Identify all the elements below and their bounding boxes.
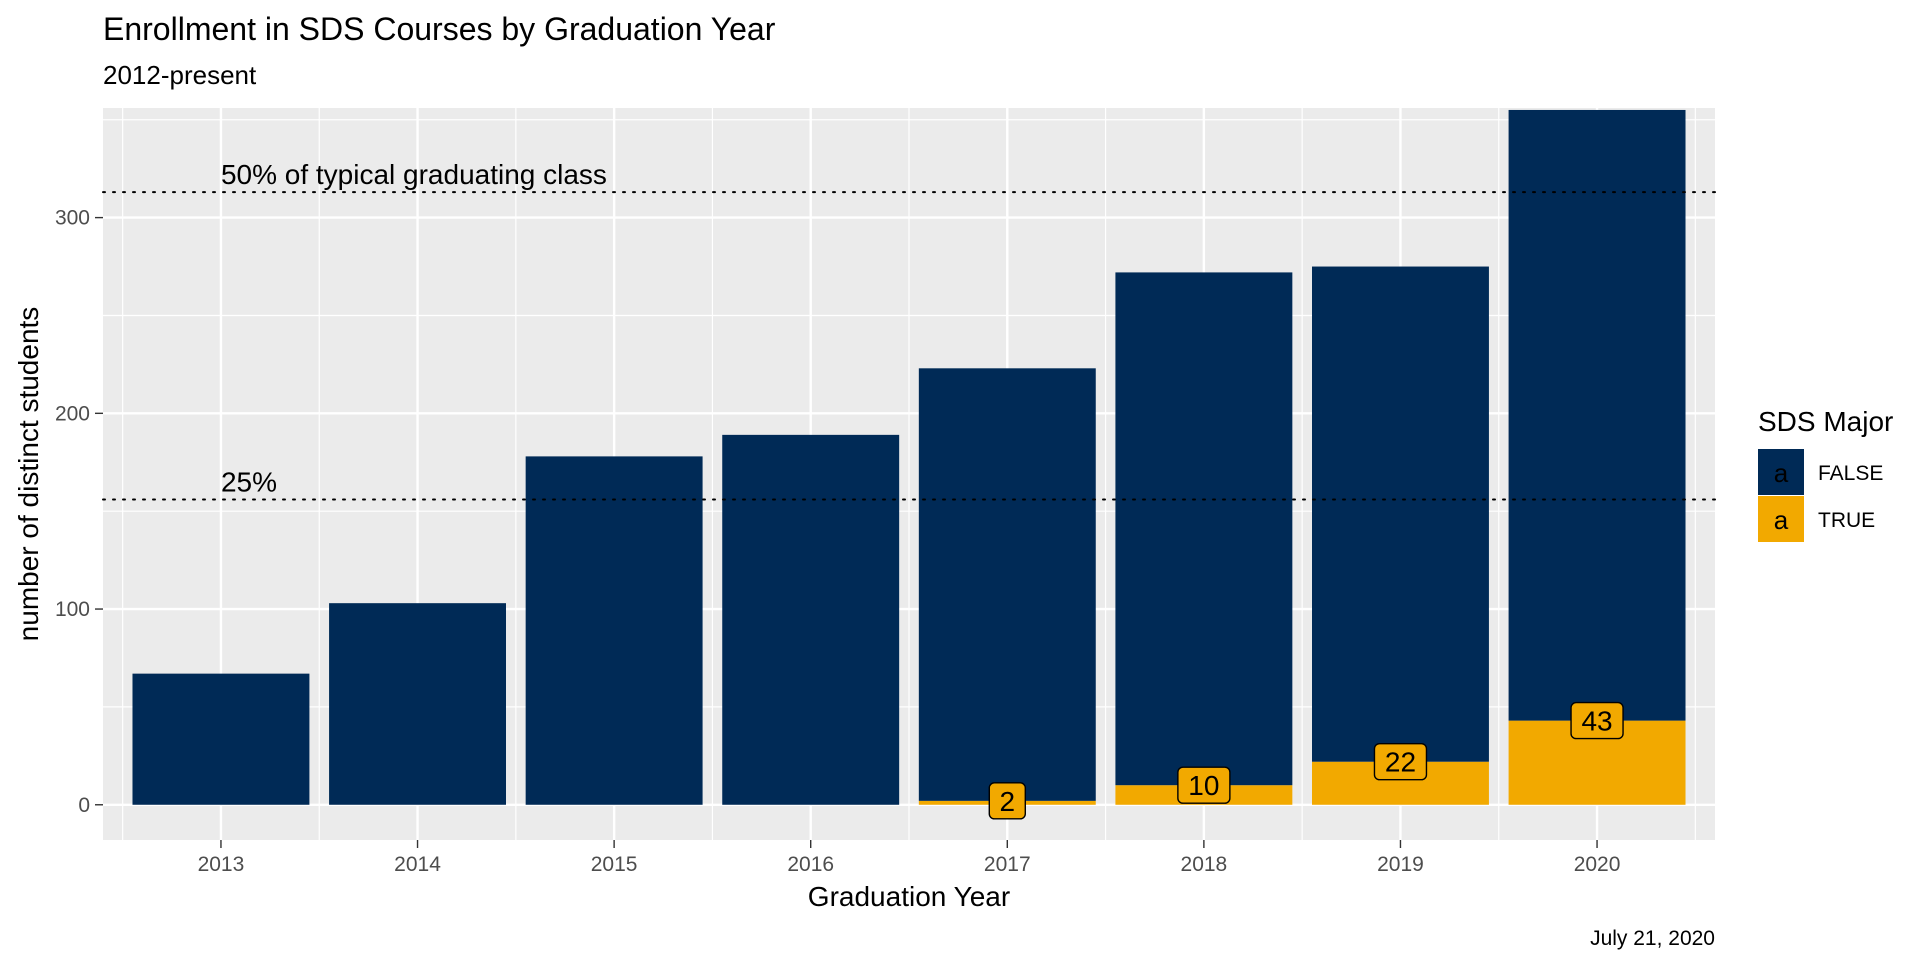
- bar-label-box-2017: [988, 782, 1026, 820]
- x-tick-label-2013: 2013: [198, 853, 245, 876]
- bar-false-2018: [1115, 272, 1293, 786]
- bar-false-2016: [722, 434, 900, 805]
- x-axis-ticks: 2013 2014 2015 2016 2017 2018 2019 2020: [198, 840, 1621, 876]
- chart-caption: July 21, 2020: [1590, 927, 1715, 950]
- bar-false-2013: [132, 673, 310, 805]
- bar-false-2020: [1508, 109, 1686, 721]
- y-tick-label: 200: [55, 402, 90, 425]
- chart-title: Enrollment in SDS Courses by Graduation …: [103, 11, 776, 47]
- chart-subtitle: 2012-present: [103, 60, 257, 90]
- legend: SDS Major a FALSE a TRUE: [1758, 406, 1893, 542]
- legend-label-true: TRUE: [1818, 509, 1875, 532]
- bar-label-2020: 43: [1581, 706, 1612, 737]
- x-tick-label-2018: 2018: [1181, 853, 1228, 876]
- bars-layer: [132, 109, 1686, 805]
- legend-key-false: [1758, 449, 1804, 495]
- bar-false-2019: [1312, 266, 1489, 762]
- y-tick-label: 0: [78, 794, 90, 817]
- legend-title: SDS Major: [1758, 406, 1893, 437]
- x-axis-title: Graduation Year: [808, 881, 1010, 912]
- x-tick-label-2020: 2020: [1574, 853, 1621, 876]
- x-tick-label-2019: 2019: [1377, 853, 1424, 876]
- reference-line-label-2: 25%: [221, 466, 277, 497]
- y-tick-label: 300: [55, 207, 90, 230]
- bar-false-2014: [329, 603, 506, 805]
- bar-label-box-2020: [1570, 701, 1624, 740]
- legend-key-true: [1758, 496, 1804, 542]
- reference-line-label-1: 50% of typical graduating class: [221, 159, 607, 190]
- bar-labels-layer: 2 10 22 43: [988, 701, 1624, 820]
- legend-label-false: FALSE: [1818, 462, 1883, 485]
- legend-key-false-glyph: a: [1774, 458, 1789, 488]
- x-tick-label-2016: 2016: [787, 853, 834, 876]
- y-axis-title: number of distinct students: [13, 307, 44, 642]
- y-tick-label: 100: [55, 598, 90, 621]
- reference-lines-layer: 50% of typical graduating class 25%: [102, 159, 1716, 501]
- bar-false-2015: [525, 456, 703, 805]
- bar-label-box-2018: [1177, 766, 1231, 804]
- bar-label-2017: 2: [1000, 786, 1016, 817]
- y-axis-ticks: 0 100 200 300: [55, 207, 103, 817]
- bar-label-2018: 10: [1188, 770, 1219, 801]
- bar-label-box-2019: [1373, 743, 1428, 781]
- legend-key-true-glyph: a: [1774, 505, 1789, 535]
- x-tick-label-2014: 2014: [394, 853, 441, 876]
- x-tick-label-2017: 2017: [984, 853, 1031, 876]
- x-tick-label-2015: 2015: [591, 853, 638, 876]
- bar-label-2019: 22: [1385, 747, 1416, 778]
- bar-false-2017: [918, 368, 1096, 801]
